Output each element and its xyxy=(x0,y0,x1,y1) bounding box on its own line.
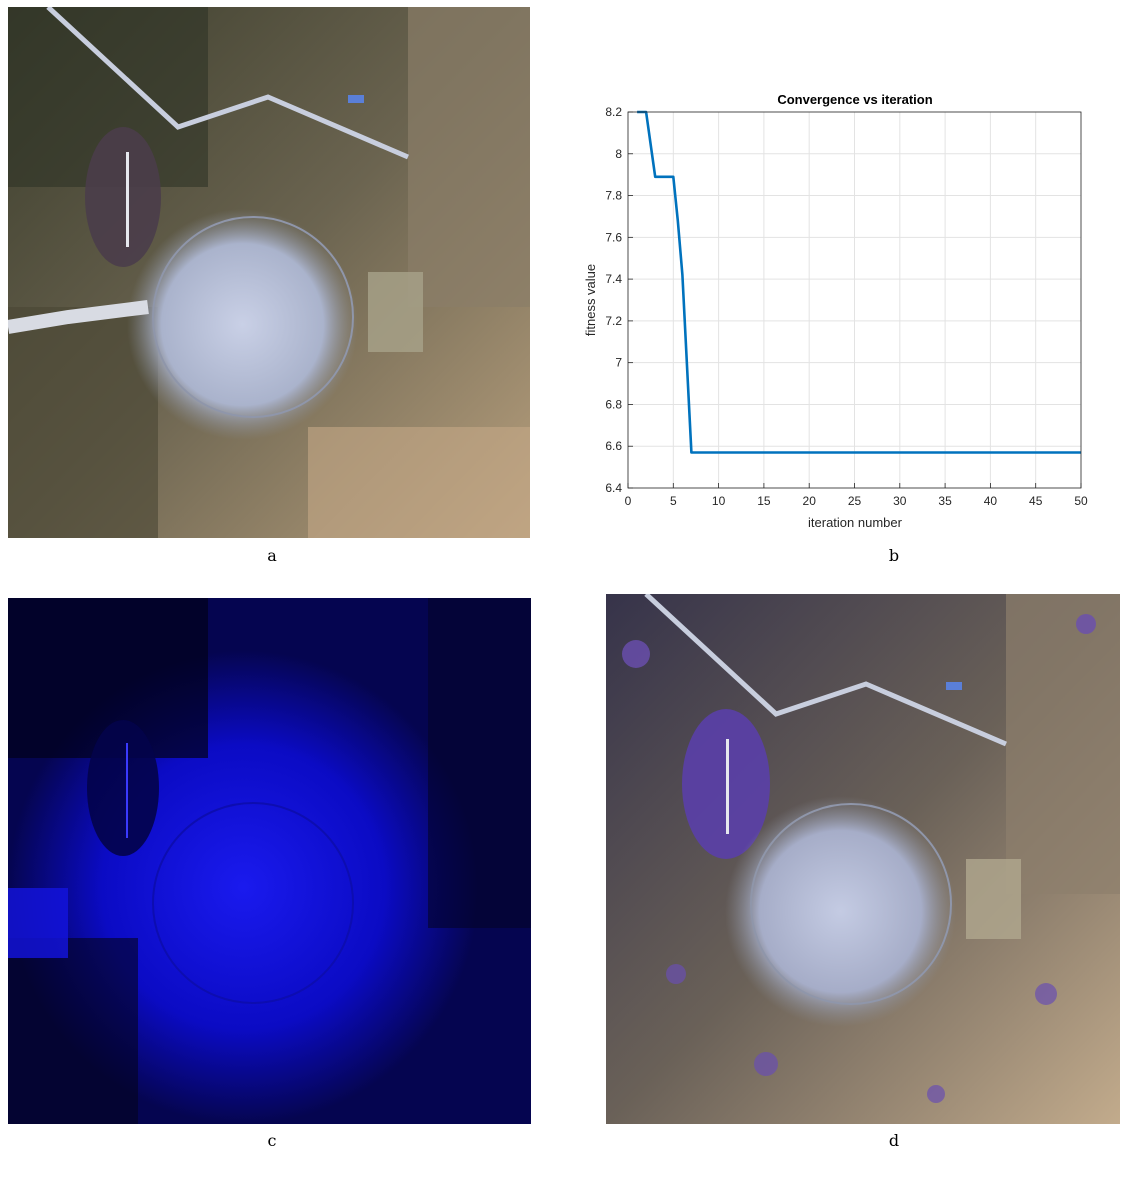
x-tick-label: 25 xyxy=(848,494,862,508)
y-tick-label: 6.8 xyxy=(605,397,622,411)
caption-a: a xyxy=(267,546,277,565)
x-tick-label: 40 xyxy=(984,494,998,508)
caption-d: d xyxy=(888,1131,900,1150)
convergence-series-line xyxy=(637,110,1081,454)
y-tick-label: 7 xyxy=(615,356,622,370)
y-tick-label: 7.2 xyxy=(605,314,622,328)
y-tick-label: 7.8 xyxy=(605,189,622,203)
y-tick-label: 7.4 xyxy=(605,272,622,286)
series xyxy=(637,110,1081,454)
y-tick-label: 6.6 xyxy=(605,439,622,453)
x-tick-label: 20 xyxy=(803,494,817,508)
x-tick-label: 0 xyxy=(625,494,632,508)
convergence-chart: 0 5 10 15 20 25 30 35 40 45 50 6.4 6.6 6.8 7 7.2 7.4 7.6 7… xyxy=(575,80,1110,540)
x-tick-label: 35 xyxy=(938,494,952,508)
satellite-image-a-graphic xyxy=(8,7,530,538)
caption-c: c xyxy=(267,1131,277,1150)
x-tick-label: 15 xyxy=(757,494,771,508)
convergence-chart-svg: 0 5 10 15 20 25 30 35 40 45 50 6.4 6.6 6.8 7 7.2 7.4 7.6 7… xyxy=(583,92,1088,530)
satellite-image-c-graphic xyxy=(8,598,531,1124)
y-tick-label: 8 xyxy=(615,147,622,161)
x-tick-label: 45 xyxy=(1029,494,1043,508)
x-tick-label: 5 xyxy=(670,494,677,508)
x-tick-label: 30 xyxy=(893,494,907,508)
y-axis-label: fitness value xyxy=(583,264,598,336)
satellite-image-d-graphic xyxy=(606,594,1120,1124)
satellite-image-c xyxy=(8,598,531,1124)
y-tick-label: 6.4 xyxy=(605,481,622,495)
y-tick-label: 8.2 xyxy=(605,105,622,119)
x-axis-label: iteration number xyxy=(808,515,903,530)
satellite-image-a xyxy=(8,7,530,538)
x-tick-label: 10 xyxy=(712,494,726,508)
y-tick-label: 7.6 xyxy=(605,230,622,244)
caption-b: b xyxy=(888,546,900,565)
ticks: 0 5 10 15 20 25 30 35 40 45 50 6.4 6.6 6.8 7 7.2 7.4 7.6 7… xyxy=(605,105,1088,508)
chart-title: Convergence vs iteration xyxy=(777,92,932,107)
satellite-image-d xyxy=(606,594,1120,1124)
x-tick-label: 50 xyxy=(1074,494,1088,508)
